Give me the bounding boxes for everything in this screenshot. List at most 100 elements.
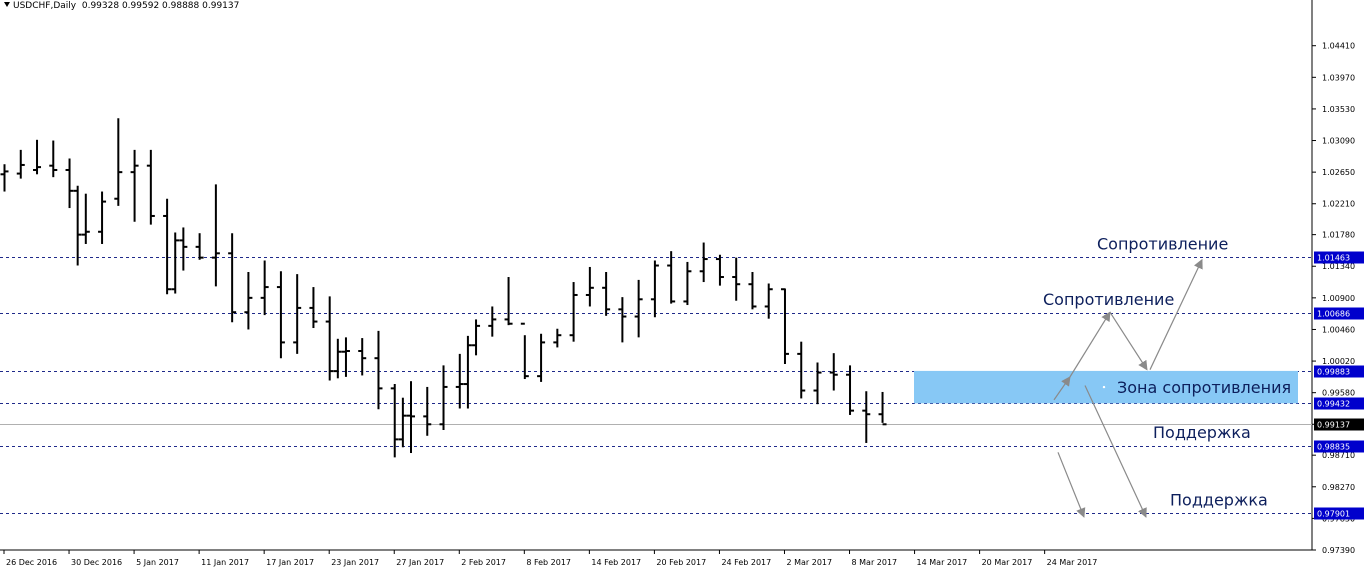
forecast-arrow xyxy=(1053,376,1071,401)
ohlc-bar xyxy=(374,330,383,410)
x-tick-label: 5 Jan 2017 xyxy=(136,558,179,567)
level-label-box xyxy=(1314,397,1364,410)
ohlc-high: 0.99592 xyxy=(121,1,160,11)
x-tick-label: 24 Feb 2017 xyxy=(721,558,771,567)
x-tick-label: 14 Feb 2017 xyxy=(591,558,641,567)
ohlc-bar xyxy=(780,288,789,364)
level-label-box xyxy=(1314,507,1364,520)
x-tick-label: 2 Mar 2017 xyxy=(786,558,832,567)
level-label: 1.00686 xyxy=(1317,310,1350,319)
ohlc-bar xyxy=(333,338,342,379)
level-label: 0.97901 xyxy=(1317,510,1350,519)
x-tick-label: 8 Feb 2017 xyxy=(526,558,571,567)
current-price-label: 0.99137 xyxy=(1317,421,1350,430)
x-tick-label: 8 Mar 2017 xyxy=(852,558,898,567)
level-label-box xyxy=(1314,251,1364,264)
ohlc-bar xyxy=(699,242,708,283)
ohlc-low: 0.98888 xyxy=(162,1,200,11)
dropdown-triangle-icon[interactable] xyxy=(4,2,10,7)
ohlc-bar xyxy=(488,306,497,337)
ohlc-bar xyxy=(504,277,513,326)
ohlc-bar xyxy=(276,271,285,359)
forecast-arrow xyxy=(1084,385,1147,518)
y-tick-label: 0.98270 xyxy=(1322,483,1355,492)
symbol-label: USDCHF xyxy=(13,1,51,11)
ohlc-bar xyxy=(195,233,204,260)
ohlc-bar xyxy=(407,381,415,454)
ohlc-bar xyxy=(33,139,42,175)
annotation-label: Сопротивление xyxy=(1097,234,1228,253)
zone-marker xyxy=(1102,385,1106,389)
ohlc-bar xyxy=(98,191,107,244)
ohlc-bar xyxy=(398,397,407,448)
resistance-zone xyxy=(914,370,1298,404)
level-label: 0.98835 xyxy=(1317,443,1350,452)
x-tick-label: 30 Dec 2016 xyxy=(71,558,122,567)
ohlc-bar xyxy=(537,333,546,382)
ohlc-bar xyxy=(732,257,741,301)
level-label-box xyxy=(1314,307,1364,320)
y-tick-label: 0.99580 xyxy=(1322,389,1355,398)
y-tick-label: 1.01780 xyxy=(1322,231,1355,240)
forecast-arrow xyxy=(1057,452,1086,518)
ohlc-bar xyxy=(293,274,302,354)
x-tick-label: 20 Mar 2017 xyxy=(982,558,1033,567)
ohlc-bar xyxy=(163,198,172,295)
ohlc-bar xyxy=(862,391,871,443)
ohlc-bar xyxy=(114,118,123,206)
ohlc-bar xyxy=(179,227,188,271)
ohlc-bar xyxy=(634,279,643,338)
ohlc-bar xyxy=(65,158,74,209)
y-tick-label: 1.00460 xyxy=(1322,325,1355,334)
level-label: 0.99883 xyxy=(1317,368,1350,377)
ohlc-bar xyxy=(618,297,627,343)
ohlc-bar xyxy=(683,261,692,306)
x-tick-label: 20 Feb 2017 xyxy=(656,558,706,567)
chart-title: USDCHF,Daily 0.99328 0.99592 0.98888 0.9… xyxy=(4,1,239,11)
y-tick-label: 1.03090 xyxy=(1322,137,1355,146)
zone-label: Зона сопротивления xyxy=(1117,378,1291,397)
ohlc-bar xyxy=(472,319,481,356)
y-tick-label: 1.01340 xyxy=(1322,262,1355,271)
y-tick-label: 1.00020 xyxy=(1322,357,1355,366)
ohlc-bar xyxy=(878,391,887,426)
y-tick-label: 0.98710 xyxy=(1322,451,1355,460)
annotation-label: Сопротивление xyxy=(1043,290,1174,309)
ohlc-bar xyxy=(423,386,432,436)
x-tick-label: 14 Mar 2017 xyxy=(917,558,968,567)
ohlc-bar xyxy=(748,271,757,310)
ohlc-bar xyxy=(650,260,659,318)
ohlc-bar xyxy=(455,353,464,409)
x-tick-label: 23 Jan 2017 xyxy=(331,558,379,567)
ohlc-bar xyxy=(130,149,139,222)
ohlc-bar xyxy=(797,341,806,399)
x-tick-label: 26 Dec 2016 xyxy=(6,558,57,567)
y-tick-label: 1.04410 xyxy=(1322,42,1355,51)
ohlc-bar xyxy=(813,362,822,405)
y-tick-label: 1.03970 xyxy=(1322,73,1355,82)
ohlc-bar xyxy=(171,232,180,294)
ohlc-bar xyxy=(585,266,594,307)
current-price-box xyxy=(1314,418,1364,431)
ohlc-bar xyxy=(715,254,724,286)
ohlc-open: 0.99328 xyxy=(81,1,120,11)
ohlc-bar xyxy=(49,140,58,178)
y-tick-label: 1.00900 xyxy=(1322,294,1355,303)
level-label-box xyxy=(1314,365,1364,378)
ohlc-bar xyxy=(520,322,529,380)
ohlc-bar xyxy=(667,251,676,304)
annotation-label: Поддержка xyxy=(1153,423,1251,442)
y-tick-label: 1.02210 xyxy=(1322,200,1355,209)
y-tick-label: 1.03530 xyxy=(1322,105,1355,114)
x-tick-label: 24 Mar 2017 xyxy=(1047,558,1098,567)
ohlc-bar xyxy=(439,365,448,431)
ohlc-bar xyxy=(325,296,334,381)
ohlc-bar xyxy=(553,328,562,348)
ohlc-bar xyxy=(211,184,220,287)
ohlc-bar xyxy=(0,164,9,192)
ohlc-bar xyxy=(602,271,611,316)
ohlc-bar xyxy=(260,260,269,316)
ohlc-bar xyxy=(81,193,90,244)
